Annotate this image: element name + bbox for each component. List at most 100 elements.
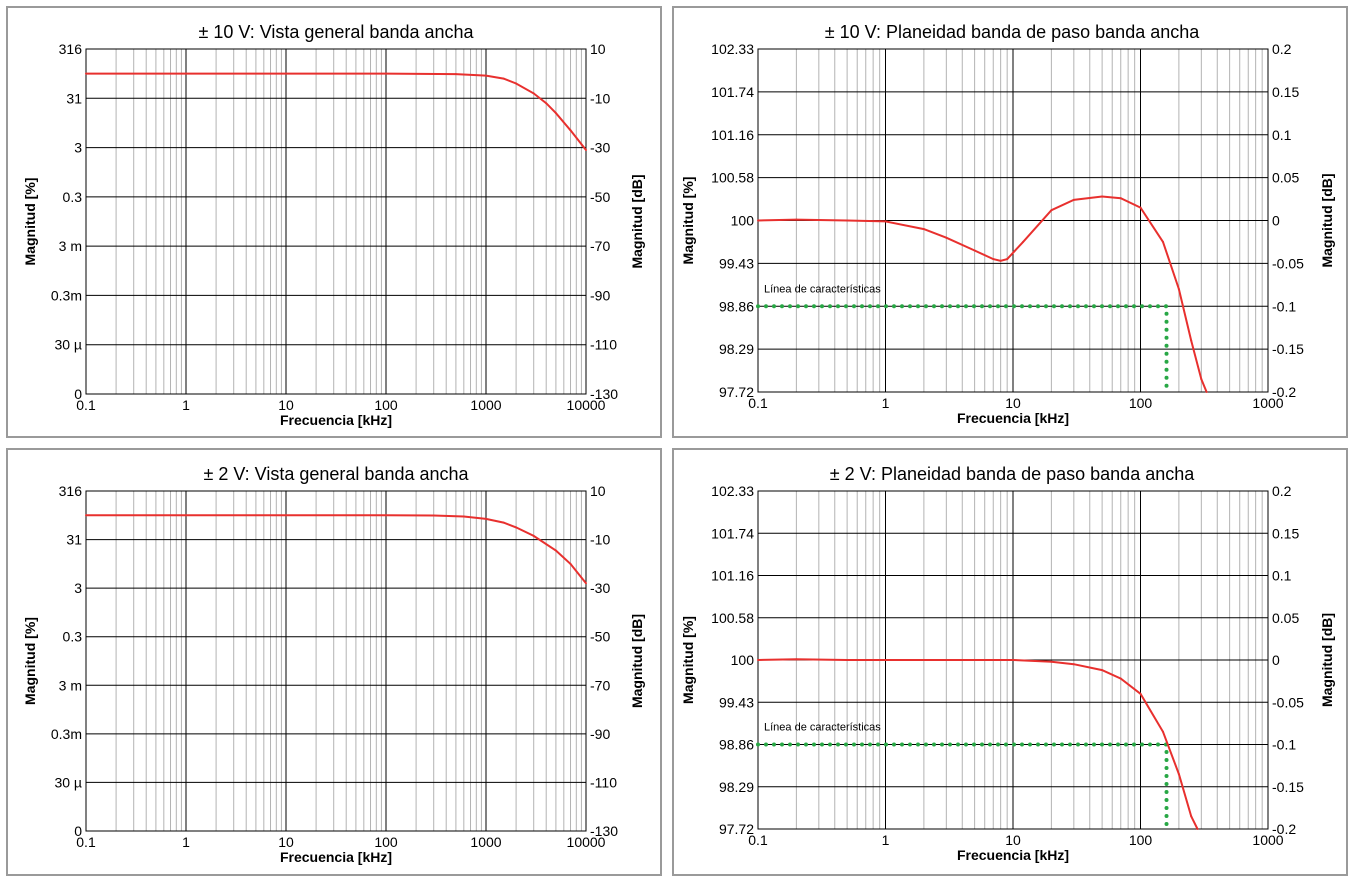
y-tick-label-right: -50 (590, 629, 610, 645)
y-tick-label-right: 0.05 (1272, 170, 1299, 186)
y-tick-label-left: 0.3 (63, 189, 83, 205)
data-point (922, 228, 925, 231)
y-axis-label-right: Magnitud [dB] (1319, 173, 1335, 267)
x-tick-label: 100 (374, 397, 398, 413)
x-tick-label: 0.1 (748, 395, 768, 411)
chart-panel-2v-overview: 0.1 1 10 100 1000 10000 316 10 31 -10 3 -30 0.3 -50 3 … (6, 448, 662, 876)
data-point (1200, 378, 1203, 381)
data-point (462, 515, 465, 518)
data-point (1190, 339, 1193, 342)
chart-svg: 0.1 1 10 100 1000 10000 316 10 31 -10 3 -30 0.3 -50 3 … (22, 464, 645, 865)
x-tick-label: 1 (182, 397, 190, 413)
x-tick-label: 1 (882, 832, 890, 848)
data-point (85, 72, 87, 75)
x-tick-label: 10 (278, 397, 294, 413)
y-tick-label-right: -0.2 (1272, 384, 1296, 400)
chart-title: ± 2 V: Planeidad banda de paso banda anc… (830, 464, 1195, 484)
y-tick-label-left: 97.72 (719, 384, 754, 400)
y-tick-label-right: -0.1 (1272, 737, 1296, 753)
chart-panel-10v-overview: 0.1 1 10 100 1000 10000 316 10 31 -10 3 -30 0.3 -50 3 … (6, 6, 662, 438)
y-tick-label-right: 0.15 (1272, 525, 1299, 541)
data-point (285, 514, 287, 517)
y-tick-label-right: -90 (590, 726, 610, 742)
x-axis-label: Frecuencia [kHz] (957, 410, 1069, 426)
y-tick-label-left: 101.16 (711, 568, 754, 584)
data-point (757, 659, 759, 661)
characteristic-label: Línea de características (764, 722, 881, 734)
plot-area (85, 490, 587, 832)
x-tick-label: 1000 (1252, 395, 1283, 411)
data-point (569, 562, 572, 565)
y-tick-label-left: 102.33 (711, 41, 754, 57)
y-tick-label-right: 0.2 (1272, 41, 1292, 57)
data-point (554, 549, 557, 552)
y-tick-label-left: 98.86 (719, 298, 754, 314)
x-axis-label: Frecuencia [kHz] (957, 847, 1069, 863)
data-point (1050, 209, 1053, 212)
x-axis-label: Frecuencia [kHz] (280, 849, 392, 865)
x-tick-label: 1000 (470, 834, 501, 850)
y-tick-label-right: -10 (590, 90, 610, 106)
y-tick-label-left: 0.3m (51, 726, 82, 742)
y-axis-label-right: Magnitud [dB] (629, 174, 645, 268)
data-point (1205, 391, 1208, 393)
y-tick-label-right: -10 (590, 532, 610, 548)
y-tick-label-right: -50 (590, 189, 610, 205)
y-tick-label-left: 3 (74, 140, 82, 156)
data-point (545, 102, 548, 105)
y-tick-label-right: 0.2 (1272, 483, 1292, 499)
y-tick-label-left: 100 (731, 652, 755, 668)
y-axis-label-right: Magnitud [dB] (1319, 613, 1335, 707)
x-tick-label: 0.1 (76, 834, 96, 850)
y-tick-label-right: -30 (590, 140, 610, 156)
y-tick-label-right: -70 (590, 238, 610, 254)
data-point (1022, 240, 1025, 243)
y-tick-label-left: 316 (59, 41, 83, 57)
y-tick-label-right: 0.1 (1272, 568, 1292, 584)
x-tick-label: 1000 (470, 397, 501, 413)
y-tick-label-left: 97.72 (719, 821, 754, 837)
y-tick-label-left: 316 (59, 483, 83, 499)
y-tick-label-left: 101.74 (711, 525, 754, 541)
data-point (385, 72, 387, 75)
y-tick-label-left: 0.3m (51, 287, 82, 303)
y-tick-label-left: 30 µ (54, 774, 82, 790)
y-tick-label-left: 98.29 (719, 779, 754, 795)
x-tick-label: 1000 (1252, 832, 1283, 848)
data-point (795, 218, 798, 221)
y-tick-label-right: -130 (590, 823, 618, 839)
data-point (795, 658, 798, 661)
y-tick-label-left: 100 (731, 213, 755, 229)
y-tick-label-right: -130 (590, 386, 618, 402)
data-point (502, 77, 505, 80)
x-tick-label: 10000 (567, 397, 606, 413)
data-point (1050, 660, 1053, 663)
y-tick-label-left: 3 m (59, 677, 82, 693)
data-point (1162, 730, 1164, 733)
y-tick-label-right: 10 (590, 41, 606, 57)
data-point (922, 659, 925, 661)
data-point (999, 259, 1002, 262)
y-tick-label-right: -90 (590, 287, 610, 303)
y-tick-label-left: 3 m (59, 238, 82, 254)
data-point (585, 582, 587, 585)
data-point (85, 514, 87, 517)
y-tick-label-right: -0.2 (1272, 821, 1296, 837)
y-tick-label-left: 100.58 (711, 170, 754, 186)
series-line (86, 72, 587, 151)
y-tick-label-right: -0.15 (1272, 341, 1304, 357)
y-tick-label-right: -0.15 (1272, 779, 1304, 795)
x-tick-label: 0.1 (76, 397, 96, 413)
data-point (585, 149, 587, 151)
chart-title: ± 10 V: Vista general banda ancha (198, 22, 474, 42)
x-tick-label: 10000 (567, 834, 606, 850)
data-point (532, 534, 535, 537)
data-point (1101, 669, 1104, 672)
data-point (385, 514, 387, 517)
data-point (515, 82, 518, 85)
x-tick-label: 10 (1005, 395, 1021, 411)
data-point (1006, 258, 1009, 261)
y-tick-label-left: 100.58 (711, 610, 754, 626)
